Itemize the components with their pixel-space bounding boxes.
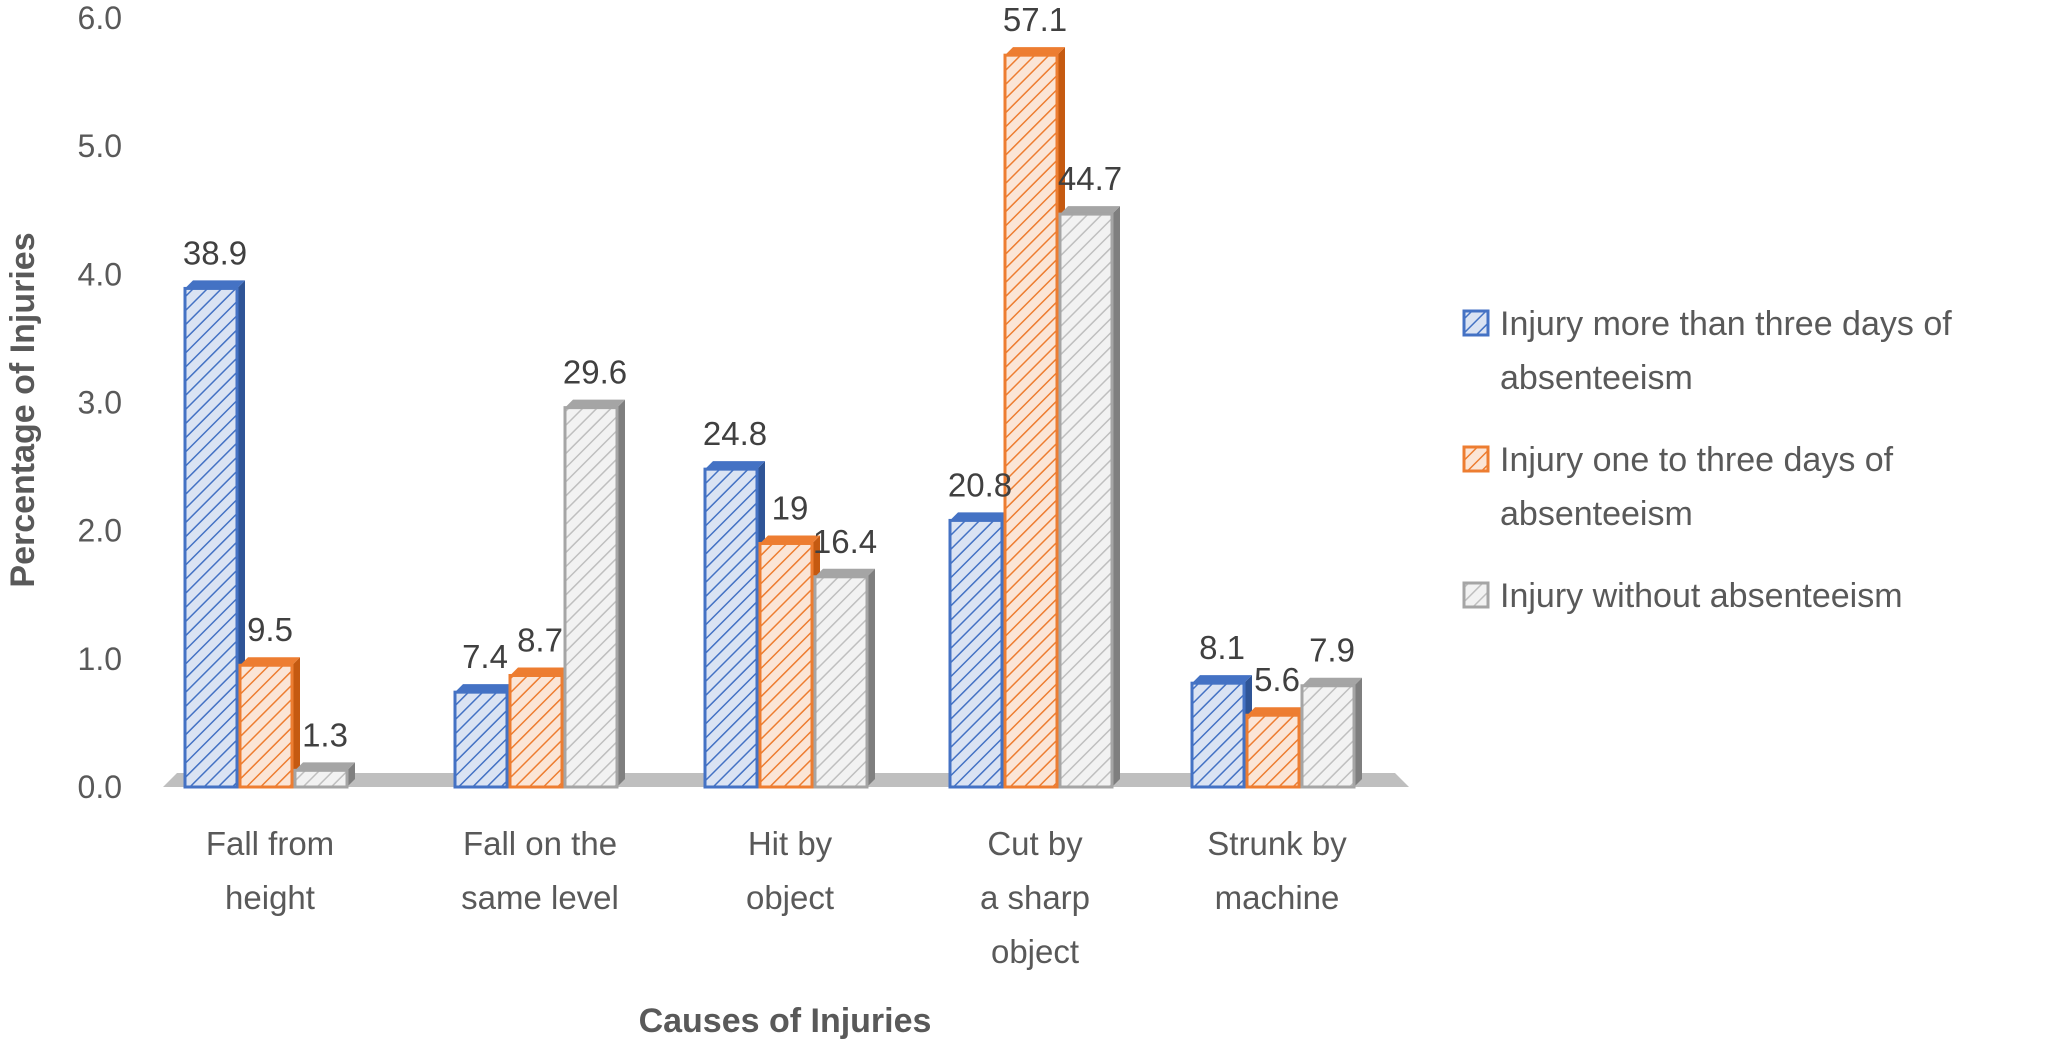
y-tick-label: 1.0 (78, 641, 122, 677)
y-axis-title: Percentage of Injuries (4, 232, 42, 587)
bar-top (705, 461, 765, 470)
bar-top (1247, 707, 1307, 716)
bar (703, 467, 759, 789)
y-tick-label: 5.0 (78, 128, 122, 164)
data-label: 7.9 (1309, 632, 1355, 669)
legend-label: absenteeism (1500, 495, 1693, 533)
data-label: 9.5 (247, 611, 293, 648)
data-label: 57.1 (1003, 1, 1067, 38)
bar (563, 406, 619, 789)
bar-side (292, 657, 300, 787)
bar (758, 541, 814, 789)
data-label: 1.3 (302, 716, 348, 753)
bar-side (1354, 677, 1362, 787)
x-tick-label: Strunk by (1207, 825, 1347, 862)
bar-side (617, 399, 625, 787)
data-label: 8.1 (1199, 629, 1245, 666)
y-tick-label: 2.0 (78, 513, 122, 549)
data-label: 44.7 (1058, 160, 1122, 197)
bar (508, 673, 564, 789)
bar-side (1112, 206, 1120, 788)
bar-top (510, 667, 570, 676)
bar-top (295, 762, 355, 771)
x-tick-label: Fall from (206, 825, 334, 862)
bar-top (1302, 677, 1362, 686)
x-tick-label: machine (1215, 879, 1340, 916)
bar-top (950, 512, 1010, 521)
x-axis: Fall from height Fall on the same level Hit … (206, 825, 1347, 970)
bar (1190, 681, 1246, 789)
x-tick-label: height (225, 879, 315, 916)
x-tick-label: Fall on the (463, 825, 617, 862)
x-tick-label: object (991, 933, 1079, 970)
bar-side (237, 280, 245, 787)
data-label: 20.8 (948, 466, 1012, 503)
y-tick-label: 4.0 (78, 256, 122, 292)
bar-top (240, 657, 300, 666)
legend-swatch (1462, 581, 1490, 609)
legend-swatch (1462, 309, 1490, 337)
x-tick-label: Hit by (748, 825, 833, 862)
bar-top (185, 280, 245, 289)
bars (183, 47, 1362, 789)
legend-swatch (1462, 445, 1490, 473)
bar-top (760, 535, 820, 544)
x-tick-label: object (746, 879, 834, 916)
bar (948, 518, 1004, 789)
bar (1300, 684, 1356, 789)
bar-side (867, 568, 875, 787)
bar-top (455, 684, 515, 693)
data-label: 8.7 (517, 621, 563, 658)
y-tick-label: 3.0 (78, 385, 122, 421)
bar-side (347, 762, 355, 787)
data-label: 7.4 (462, 638, 508, 675)
x-axis-title: Causes of Injuries (639, 1002, 932, 1040)
x-tick-label: Cut by (987, 825, 1083, 862)
data-label: 29.6 (563, 354, 627, 391)
legend-label: absenteeism (1500, 359, 1693, 397)
bar (1058, 212, 1114, 789)
bar-top (1060, 206, 1120, 215)
data-label: 38.9 (183, 234, 247, 271)
legend: Injury more than three days of absenteeis… (1462, 305, 1952, 615)
x-tick-label: a sharp (980, 879, 1090, 916)
bar-top (565, 399, 625, 408)
bar-top (1192, 675, 1252, 684)
legend-label: Injury one to three days of (1500, 441, 1894, 479)
bar-top (815, 568, 875, 577)
y-tick-label: 6.0 (78, 0, 122, 36)
data-label: 19 (772, 489, 809, 526)
bar (293, 768, 349, 789)
bar (813, 575, 869, 789)
bar-top (1005, 47, 1065, 56)
y-axis: 0.0 1.0 2.0 3.0 4.0 5.0 6.0 (78, 0, 122, 805)
bar (1003, 53, 1059, 789)
y-tick-label: 0.0 (78, 769, 122, 805)
bar (183, 286, 239, 789)
legend-label: Injury without absenteeism (1500, 577, 1903, 615)
data-label: 16.4 (813, 523, 877, 560)
bar (238, 663, 294, 789)
bar (453, 690, 509, 789)
legend-label: Injury more than three days of (1500, 305, 1952, 343)
x-tick-label: same level (461, 879, 619, 916)
data-label: 24.8 (703, 415, 767, 452)
data-label: 5.6 (1254, 661, 1300, 698)
bar (1245, 713, 1301, 789)
